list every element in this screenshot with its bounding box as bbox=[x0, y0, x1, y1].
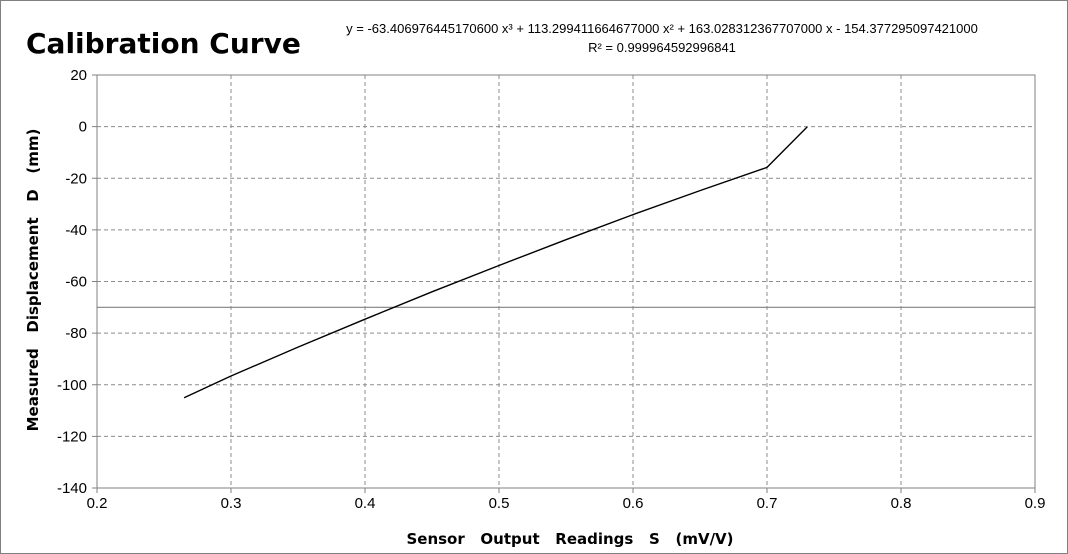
x-tick-label: 0.4 bbox=[355, 495, 376, 512]
series-line-0 bbox=[183, 126, 808, 399]
x-tick-label: 0.5 bbox=[489, 495, 510, 512]
x-tick-label: 0.8 bbox=[891, 495, 912, 512]
x-tick-label: 0.6 bbox=[623, 495, 644, 512]
y-tick-label: -140 bbox=[57, 480, 87, 497]
trendline-equation: y = -63.406976445170600 x³ + 113.2994116… bbox=[346, 21, 978, 36]
x-tick-label: 0.3 bbox=[221, 495, 242, 512]
y-tick-label: -60 bbox=[65, 274, 87, 291]
r-squared-label: R² = 0.999964592996841 bbox=[588, 40, 736, 55]
y-tick-label: 20 bbox=[70, 67, 87, 84]
y-tick-labels: 20 0 -20 -40 -60 -80 -100 -120 -140 bbox=[57, 67, 87, 497]
x-axis-title: Sensor Output Readings S (mV/V) bbox=[406, 530, 733, 548]
y-tick-label: -120 bbox=[57, 428, 87, 445]
x-tick-label: 0.9 bbox=[1025, 495, 1046, 512]
x-tick-labels: 0.2 0.3 0.4 0.5 0.6 0.7 0.8 0.9 bbox=[87, 495, 1046, 512]
y-tick-label: -20 bbox=[65, 170, 87, 187]
plot-area-frame bbox=[96, 74, 1036, 489]
y-axis-title: Measured Displacement D (mm) bbox=[24, 129, 42, 432]
grid bbox=[92, 74, 1036, 493]
y-tick-label: -100 bbox=[57, 377, 87, 394]
series-group bbox=[183, 126, 808, 399]
y-tick-label: -80 bbox=[65, 325, 87, 342]
y-tick-label: -40 bbox=[65, 222, 87, 239]
y-tick-label: 0 bbox=[79, 119, 87, 136]
x-tick-label: 0.2 bbox=[87, 495, 108, 512]
x-tick-label: 0.7 bbox=[757, 495, 778, 512]
chart-title: Calibration Curve bbox=[26, 27, 301, 60]
